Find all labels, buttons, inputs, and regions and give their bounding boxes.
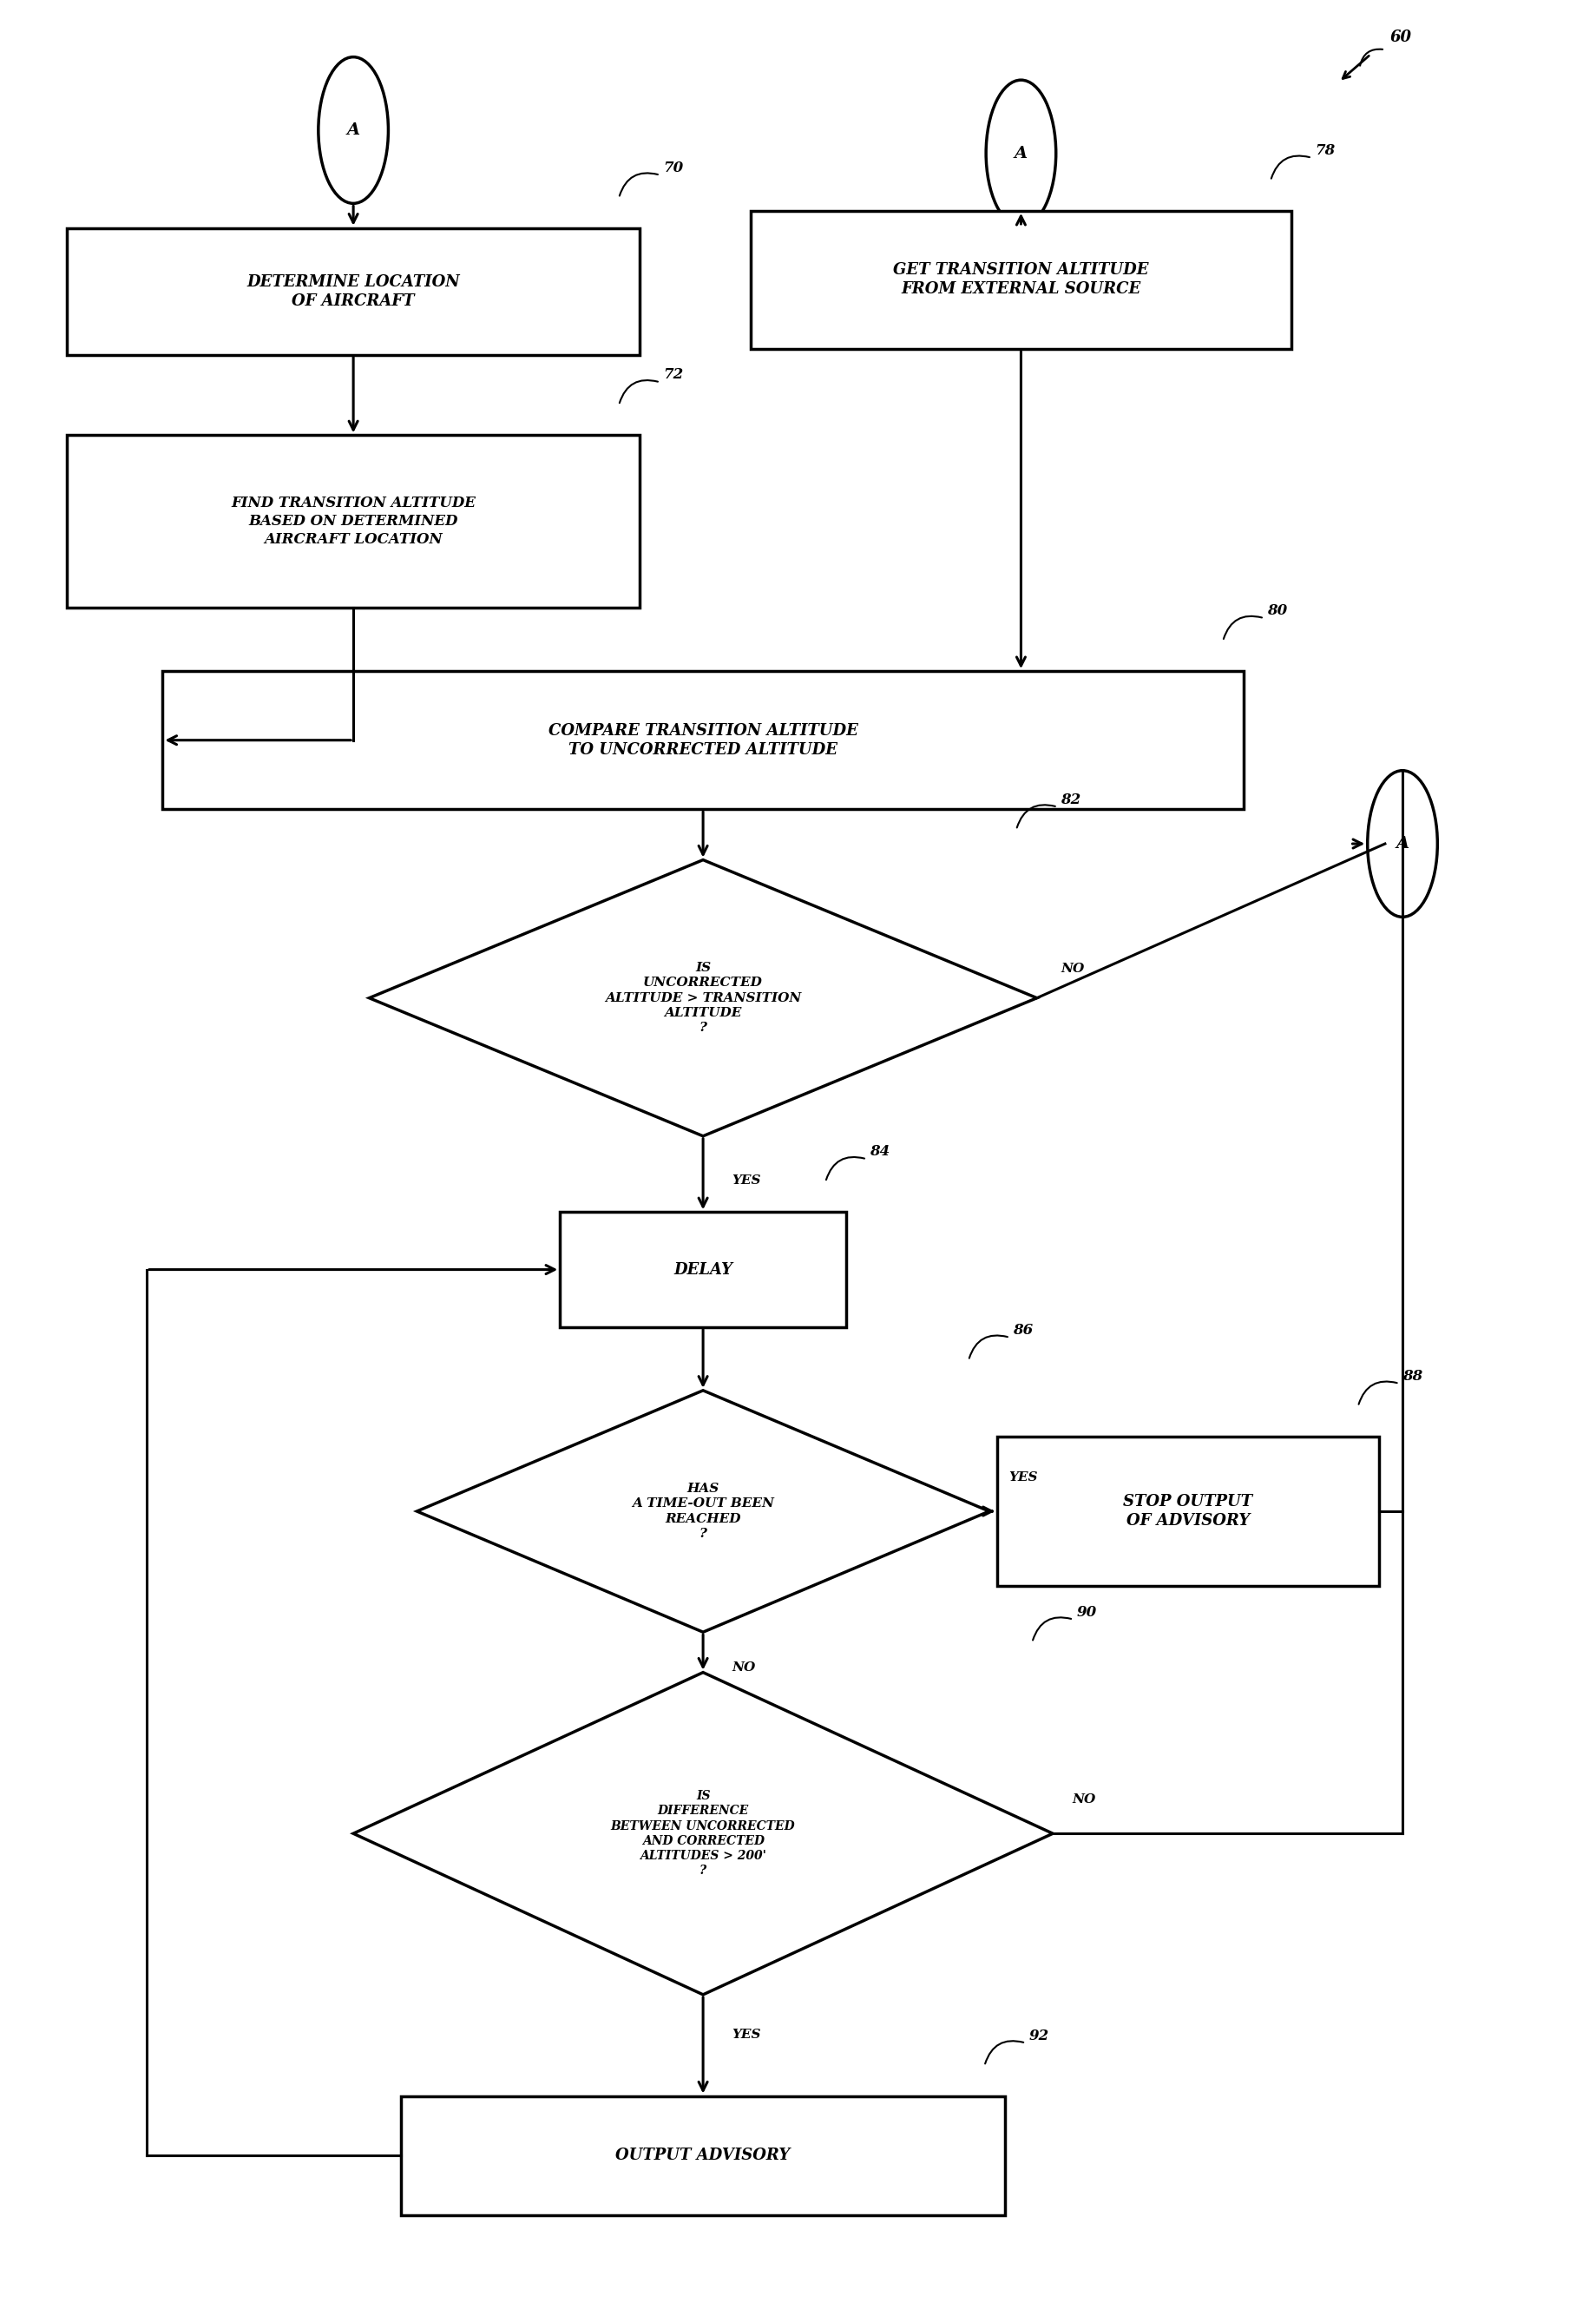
Polygon shape (417, 1390, 988, 1632)
Text: IS
UNCORRECTED
ALTITUDE > TRANSITION
ALTITUDE
?: IS UNCORRECTED ALTITUDE > TRANSITION ALT… (605, 963, 801, 1034)
Text: GET TRANSITION ALTITUDE
FROM EXTERNAL SOURCE: GET TRANSITION ALTITUDE FROM EXTERNAL SO… (892, 263, 1148, 298)
Text: A: A (346, 122, 359, 139)
Text: A: A (1013, 145, 1026, 162)
Text: 60: 60 (1389, 30, 1411, 46)
Text: 70: 70 (662, 159, 683, 175)
Text: 72: 72 (662, 367, 683, 383)
Text: 88: 88 (1401, 1369, 1422, 1383)
Text: YES: YES (1007, 1471, 1037, 1485)
Text: STOP OUTPUT
OF ADVISORY: STOP OUTPUT OF ADVISORY (1122, 1494, 1251, 1529)
FancyBboxPatch shape (996, 1436, 1377, 1586)
FancyBboxPatch shape (163, 672, 1243, 808)
Text: COMPARE TRANSITION ALTITUDE
TO UNCORRECTED ALTITUDE: COMPARE TRANSITION ALTITUDE TO UNCORRECT… (547, 723, 857, 757)
Polygon shape (353, 1672, 1052, 1995)
Ellipse shape (985, 81, 1055, 226)
Text: 86: 86 (1012, 1323, 1033, 1337)
FancyBboxPatch shape (750, 210, 1291, 349)
Text: HAS
A TIME-OUT BEEN
REACHED
?: HAS A TIME-OUT BEEN REACHED ? (632, 1482, 774, 1540)
Text: DETERMINE LOCATION
OF AIRCRAFT: DETERMINE LOCATION OF AIRCRAFT (246, 275, 460, 309)
Polygon shape (369, 859, 1036, 1136)
Text: 90: 90 (1076, 1605, 1096, 1619)
Text: 84: 84 (870, 1145, 889, 1159)
Text: A: A (1395, 836, 1408, 852)
Text: NO: NO (731, 1662, 755, 1674)
Text: YES: YES (731, 2030, 760, 2041)
FancyBboxPatch shape (67, 229, 638, 356)
Text: OUTPUT ADVISORY: OUTPUT ADVISORY (616, 2147, 790, 2164)
Text: NO: NO (1060, 963, 1084, 974)
Ellipse shape (1366, 771, 1436, 917)
Text: DELAY: DELAY (674, 1261, 733, 1277)
Text: 82: 82 (1060, 792, 1080, 806)
FancyBboxPatch shape (401, 2097, 1004, 2217)
Text: NO: NO (1071, 1794, 1095, 1806)
Text: YES: YES (731, 1175, 760, 1187)
Ellipse shape (318, 58, 388, 203)
Text: 92: 92 (1028, 2027, 1049, 2043)
FancyBboxPatch shape (560, 1212, 846, 1328)
Text: FIND TRANSITION ALTITUDE
BASED ON DETERMINED
AIRCRAFT LOCATION: FIND TRANSITION ALTITUDE BASED ON DETERM… (231, 496, 476, 547)
Text: 78: 78 (1315, 143, 1334, 157)
Text: IS
DIFFERENCE
BETWEEN UNCORRECTED
AND CORRECTED
ALTITUDES > 200'
?: IS DIFFERENCE BETWEEN UNCORRECTED AND CO… (610, 1789, 795, 1877)
Text: 80: 80 (1267, 603, 1286, 619)
FancyBboxPatch shape (67, 434, 638, 607)
